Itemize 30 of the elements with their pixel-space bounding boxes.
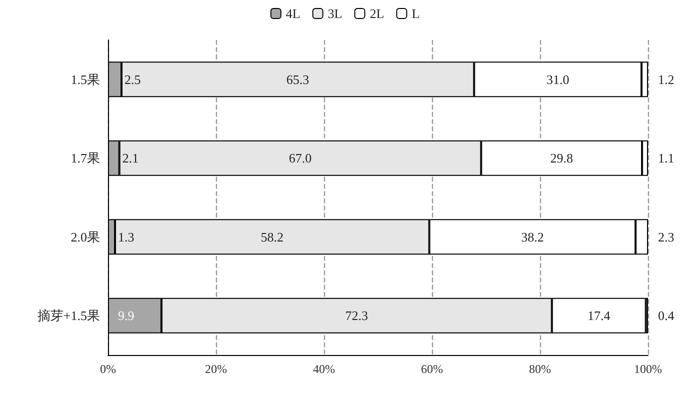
legend-label: 2L bbox=[370, 6, 384, 21]
x-tick-label: 100% bbox=[634, 362, 662, 376]
data-label: 2.3 bbox=[658, 229, 674, 244]
data-label: 38.2 bbox=[521, 229, 544, 244]
legend-label: 4L bbox=[286, 6, 300, 21]
x-tick-label: 40% bbox=[313, 362, 335, 376]
y-tick-label: 1.7果 bbox=[70, 150, 100, 166]
data-label: 17.4 bbox=[587, 308, 611, 324]
data-label: 1.2 bbox=[658, 72, 674, 87]
data-label: 72.3 bbox=[345, 308, 368, 324]
data-label: 58.2 bbox=[260, 229, 284, 244]
y-tick-label: 2.0果 bbox=[70, 229, 100, 244]
data-label: 0.4 bbox=[658, 308, 675, 324]
data-label: 65.3 bbox=[286, 72, 310, 87]
y-tick-label: 摘芽+1.5果 bbox=[37, 308, 100, 324]
data-label: 9.9 bbox=[118, 308, 134, 324]
legend-label: L bbox=[412, 6, 420, 21]
data-label: 2.1 bbox=[122, 150, 139, 166]
data-label: 29.8 bbox=[550, 150, 573, 166]
data-label: 1.3 bbox=[118, 229, 134, 244]
data-label: 2.5 bbox=[124, 72, 141, 87]
legend-label: 3L bbox=[328, 6, 342, 21]
y-tick-label: 1.5果 bbox=[70, 72, 100, 87]
data-label: 1.1 bbox=[658, 150, 674, 166]
x-tick-label: 0% bbox=[100, 362, 116, 376]
x-tick-label: 80% bbox=[529, 362, 551, 376]
x-tick-label: 20% bbox=[205, 362, 227, 376]
data-label: 31.0 bbox=[546, 72, 570, 87]
data-label: 67.0 bbox=[288, 150, 312, 166]
x-tick-label: 60% bbox=[421, 362, 443, 376]
